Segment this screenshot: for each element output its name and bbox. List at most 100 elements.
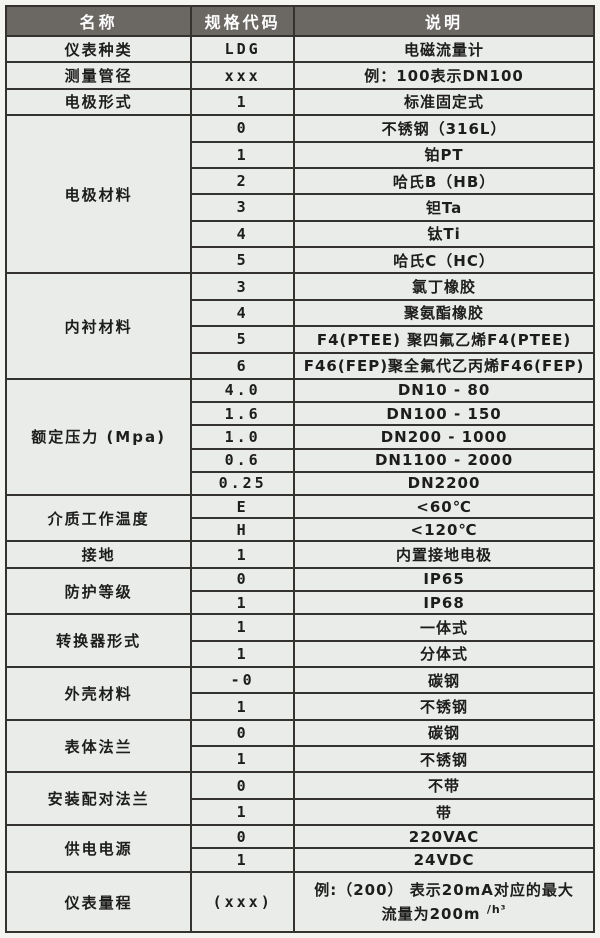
spec-code-cell: 1 — [190, 87, 296, 117]
column-header-code: 规格代码 — [190, 5, 296, 37]
spec-code-cell: 1 — [190, 140, 296, 169]
table-row: 6 F46(FEP)聚全氟代乙丙烯F46(FEP) — [6, 351, 595, 380]
spec-desc-cell: 例:（200） 表示20mA对应的最大流量为200m /h³ — [293, 871, 595, 933]
spec-desc-cell: 钛Ti — [293, 219, 595, 249]
spec-name-cell: 仪表种类 — [4, 34, 193, 64]
spec-code-cell: 1 — [190, 797, 296, 827]
spec-code-cell: 3 — [190, 272, 296, 301]
spec-desc-cell: 标准固定式 — [293, 87, 595, 117]
spec-desc-unit-superscript: /h³ — [486, 902, 507, 916]
spec-desc-cell: F4(PTEE) 聚四氟乙烯F4(PTEE) — [293, 325, 595, 354]
table-row: 供电电源 0 220VAC — [4, 824, 595, 873]
spec-desc-cell: DN10 - 80 — [293, 377, 595, 404]
table-row: 额定压力 (Mpa) 4.0 DN10 - 80 — [4, 377, 595, 496]
spec-desc-line1: 例:（200） 表示20mA对应的最大 — [314, 881, 574, 899]
spec-name-cell: 防护等级 — [4, 566, 193, 616]
spec-code-cell: 1 — [190, 540, 296, 569]
spec-table-header: 名称 规格代码 说明 — [4, 5, 595, 37]
spec-name-cell: 介质工作温度 — [4, 493, 193, 543]
spec-code-cell: 0 — [190, 566, 296, 593]
table-row: 4 钛Ti — [6, 219, 595, 249]
spec-code-cell: -0 — [190, 665, 296, 695]
table-row: 0.25 DN2200 — [6, 470, 595, 496]
spec-code-cell: (xxx) — [190, 871, 296, 933]
spec-code-cell: 1 — [190, 692, 296, 721]
table-row: 1.0 DN200 - 1000 — [6, 424, 595, 450]
spec-desc-cell: F46(FEP)聚全氟代乙丙烯F46(FEP) — [293, 351, 595, 380]
spec-table: 名称 规格代码 说明 仪表种类 LDG 电磁流量计 测量管径 xxx 例：100表示DN1… — [4, 5, 595, 933]
header-row: 名称 规格代码 说明 — [4, 5, 595, 37]
table-row: 1 不锈钢 — [6, 692, 595, 721]
table-row: 3 钽Ta — [6, 193, 595, 222]
spec-desc-cell: DN100 - 150 — [293, 401, 595, 427]
table-row: H <120℃ — [6, 517, 595, 543]
spec-desc-cell: 一体式 — [293, 613, 595, 642]
table-row: 介质工作温度 E <60℃ — [4, 493, 595, 543]
spec-desc-cell: 哈氏B（HB） — [293, 166, 595, 196]
spec-name-cell: 仪表量程 — [4, 871, 193, 933]
spec-code-cell: 1.0 — [190, 424, 296, 450]
table-row: 安装配对法兰 0 不带 — [4, 771, 595, 827]
spec-name-cell: 表体法兰 — [4, 718, 193, 774]
table-row: 1 分体式 — [6, 639, 595, 668]
table-row: 仪表种类 LDG 电磁流量计 — [4, 34, 595, 64]
spec-desc-cell: 例：100表示DN100 — [293, 61, 595, 90]
spec-name-cell: 供电电源 — [4, 824, 193, 873]
spec-code-cell: 0 — [190, 824, 296, 850]
spec-name-cell: 安装配对法兰 — [4, 771, 193, 827]
spec-code-cell: 4 — [190, 219, 296, 249]
table-row: 仪表量程 (xxx) 例:（200） 表示20mA对应的最大 流量为200m /h³ — [4, 871, 595, 933]
spec-desc-cell: <60℃ — [293, 493, 595, 520]
spec-code-cell: 1 — [190, 847, 296, 873]
table-row: 表体法兰 0 碳钢 — [4, 718, 595, 774]
spec-code-cell: 1 — [190, 589, 296, 616]
spec-code-cell: 0 — [190, 114, 296, 143]
spec-code-cell: H — [190, 517, 296, 543]
spec-desc-cell: 内置接地电极 — [293, 540, 595, 569]
spec-desc-cell: DN200 - 1000 — [293, 424, 595, 450]
spec-desc-cell: 聚氨酯橡胶 — [293, 298, 595, 328]
table-row: 5 F4(PTEE) 聚四氟乙烯F4(PTEE) — [6, 325, 595, 354]
table-row: 防护等级 0 IP65 — [4, 566, 595, 616]
table-row: 0.6 DN1100 - 2000 — [6, 447, 595, 473]
spec-desc-cell: 220VAC — [293, 824, 595, 850]
table-row: 外壳材料 -0 碳钢 — [4, 665, 595, 721]
table-row: 1 24VDC — [6, 847, 595, 873]
table-row: 1 铂PT — [6, 140, 595, 169]
spec-code-cell: E — [190, 493, 296, 520]
spec-name-cell: 测量管径 — [4, 61, 193, 90]
spec-desc-line2-text: 流量为200m — [381, 904, 481, 923]
spec-code-cell: 6 — [190, 351, 296, 380]
table-row: 5 哈氏C（HC） — [6, 245, 595, 275]
spec-desc-cell: 24VDC — [293, 847, 595, 873]
table-row: 1 IP68 — [6, 589, 595, 616]
spec-table-body: 仪表种类 LDG 电磁流量计 测量管径 xxx 例：100表示DN100 电极形式 1 标准固定… — [4, 34, 595, 933]
table-row: 接地 1 内置接地电极 — [4, 540, 595, 569]
spec-desc-cell: 不锈钢（316L） — [293, 114, 595, 143]
spec-name-cell: 外壳材料 — [4, 665, 193, 721]
spec-desc-cell: IP65 — [293, 566, 595, 593]
table-row: 4 聚氨酯橡胶 — [6, 298, 595, 328]
table-row: 内衬材料 3 氯丁橡胶 — [4, 272, 595, 380]
spec-code-cell: 5 — [190, 245, 296, 275]
spec-name-cell: 接地 — [4, 540, 193, 569]
spec-code-cell: 4.0 — [190, 377, 296, 404]
spec-name-cell: 电极材料 — [4, 114, 193, 275]
spec-code-cell: 0 — [190, 718, 296, 748]
spec-desc-cell: 电磁流量计 — [293, 34, 595, 64]
spec-desc-cell: 分体式 — [293, 639, 595, 668]
spec-desc-cell: DN1100 - 2000 — [293, 447, 595, 473]
table-row: 测量管径 xxx 例：100表示DN100 — [4, 61, 595, 90]
spec-name-cell: 额定压力 (Mpa) — [4, 377, 193, 496]
spec-desc-cell: 氯丁橡胶 — [293, 272, 595, 301]
spec-code-cell: 1.6 — [190, 401, 296, 427]
table-row: 2 哈氏B（HB） — [6, 166, 595, 196]
spec-code-cell: 1 — [190, 639, 296, 668]
spec-code-cell: 0.6 — [190, 447, 296, 473]
spec-code-cell: LDG — [190, 34, 296, 64]
table-row: 电极形式 1 标准固定式 — [4, 87, 595, 117]
spec-code-cell: 5 — [190, 325, 296, 354]
table-row: 1.6 DN100 - 150 — [6, 401, 595, 427]
spec-code-cell: 2 — [190, 166, 296, 196]
